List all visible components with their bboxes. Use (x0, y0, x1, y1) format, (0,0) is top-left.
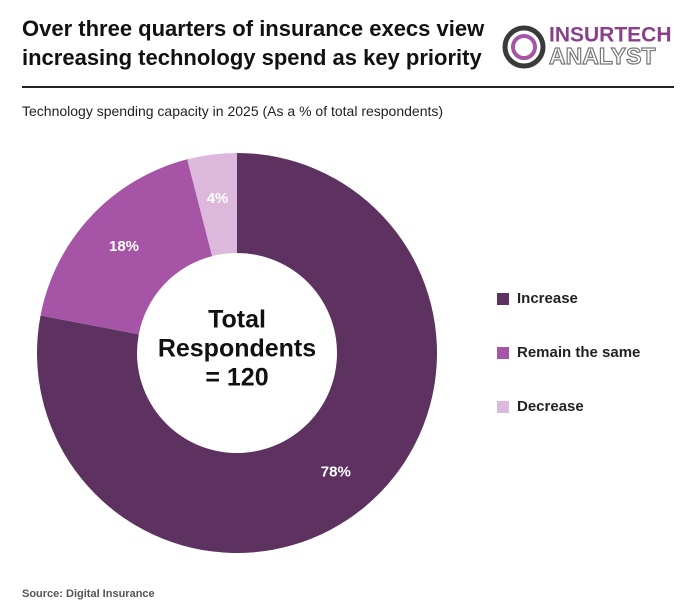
slice (37, 153, 437, 553)
center-label: = 120 (205, 364, 268, 392)
slice (40, 159, 213, 335)
source: Source: Digital Insurance (22, 588, 155, 600)
chart-title: Over three quarters of insurance execs v… (22, 16, 485, 70)
legend-swatch (497, 293, 509, 305)
legend-swatch (497, 401, 509, 413)
legend-label: Decrease (517, 398, 584, 415)
logo: INSURTECH ANALYST (502, 24, 672, 70)
slice (187, 153, 237, 257)
logo-text: INSURTECH (549, 24, 672, 47)
logo-ring (511, 34, 537, 60)
chart-subtitle: Technology spending capacity in 2025 (As… (22, 103, 444, 119)
logo-text: ANALYST (549, 43, 656, 69)
legend-swatch (497, 347, 509, 359)
center-label: Respondents (158, 335, 316, 363)
legend-label: Increase (517, 290, 578, 307)
divider (22, 86, 674, 88)
value-label: 4% (207, 190, 229, 207)
value-label: 18% (109, 238, 139, 255)
value-label: 78% (321, 463, 351, 480)
logo-ring (502, 25, 546, 69)
center-label: Total (208, 306, 266, 334)
legend-label: Remain the same (517, 344, 640, 361)
